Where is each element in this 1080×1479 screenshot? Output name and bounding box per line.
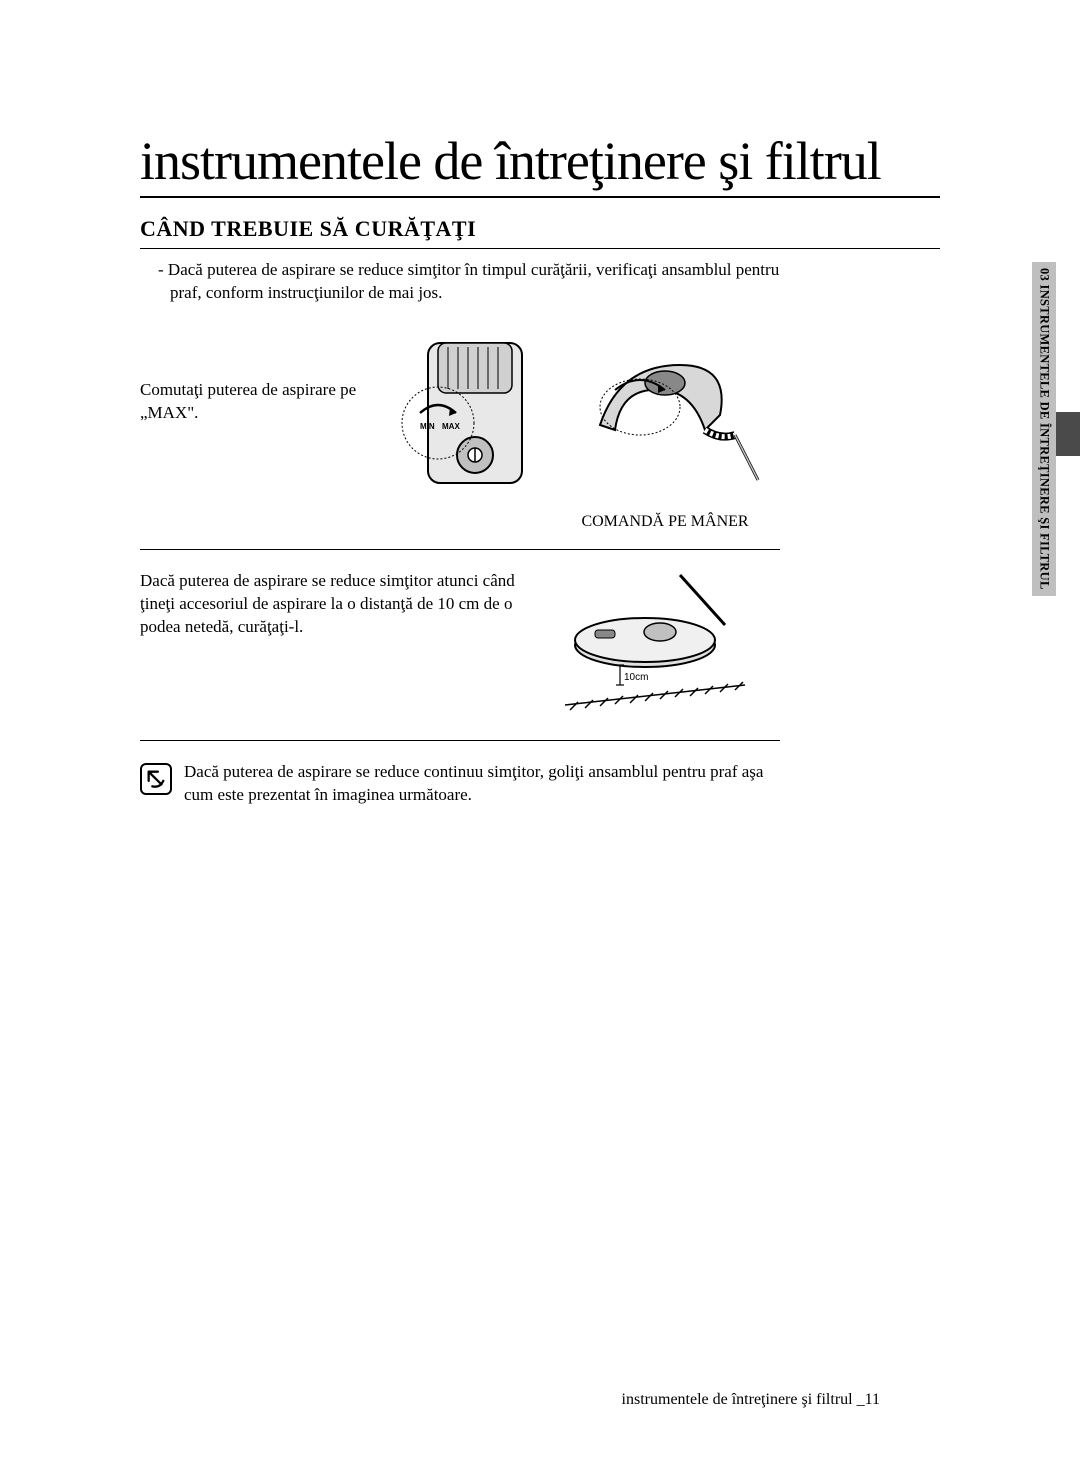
vacuum-body-diagram: MIN MAX <box>400 335 550 485</box>
vacuum-dial-icon: MIN MAX <box>400 335 550 485</box>
section-1-text: Comutaţi puterea de aspirare pe „MAX". <box>140 335 380 425</box>
min-label: MIN <box>420 422 435 431</box>
section-floor-distance: Dacă puterea de aspirare se reduce simţi… <box>140 570 780 720</box>
note-icon <box>140 763 172 795</box>
section-divider-1 <box>140 549 780 550</box>
content-area: - Dacă puterea de aspirare se reduce sim… <box>140 259 780 807</box>
page-title: instrumentele de întreţinere şi filtrul <box>140 130 940 198</box>
manual-page: instrumentele de întreţinere şi filtrul … <box>0 0 1080 1479</box>
intro-paragraph: - Dacă puterea de aspirare se reduce sim… <box>140 259 780 305</box>
chapter-tab: 03 INSTRUMENTELE DE ÎNTREŢINERE ŞI FILTR… <box>1032 262 1080 596</box>
section-note: Dacă puterea de aspirare se reduce conti… <box>140 761 780 807</box>
handle-icon <box>570 335 760 505</box>
handle-caption: COMANDĂ PE MÂNER <box>581 513 748 531</box>
chapter-tab-label: 03 INSTRUMENTELE DE ÎNTREŢINERE ŞI FILTR… <box>1032 262 1056 596</box>
section-heading: CÂND TREBUIE SĂ CURĂŢAŢI <box>140 216 940 249</box>
chapter-tab-marker <box>1056 412 1080 456</box>
handle-control-diagram: COMANDĂ PE MÂNER <box>570 335 760 531</box>
distance-label: 10cm <box>624 672 648 683</box>
max-label: MAX <box>442 422 460 431</box>
section-3-text: Dacă puterea de aspirare se reduce conti… <box>184 761 780 807</box>
floorhead-icon: 10cm <box>560 570 750 720</box>
section-max-power: Comutaţi puterea de aspirare pe „MAX". <box>140 335 780 531</box>
page-footer: instrumentele de întreţinere şi filtrul … <box>622 1391 880 1409</box>
floor-head-diagram: 10cm <box>560 570 750 720</box>
section-2-text: Dacă puterea de aspirare se reduce simţi… <box>140 570 520 639</box>
section-divider-2 <box>140 740 780 741</box>
